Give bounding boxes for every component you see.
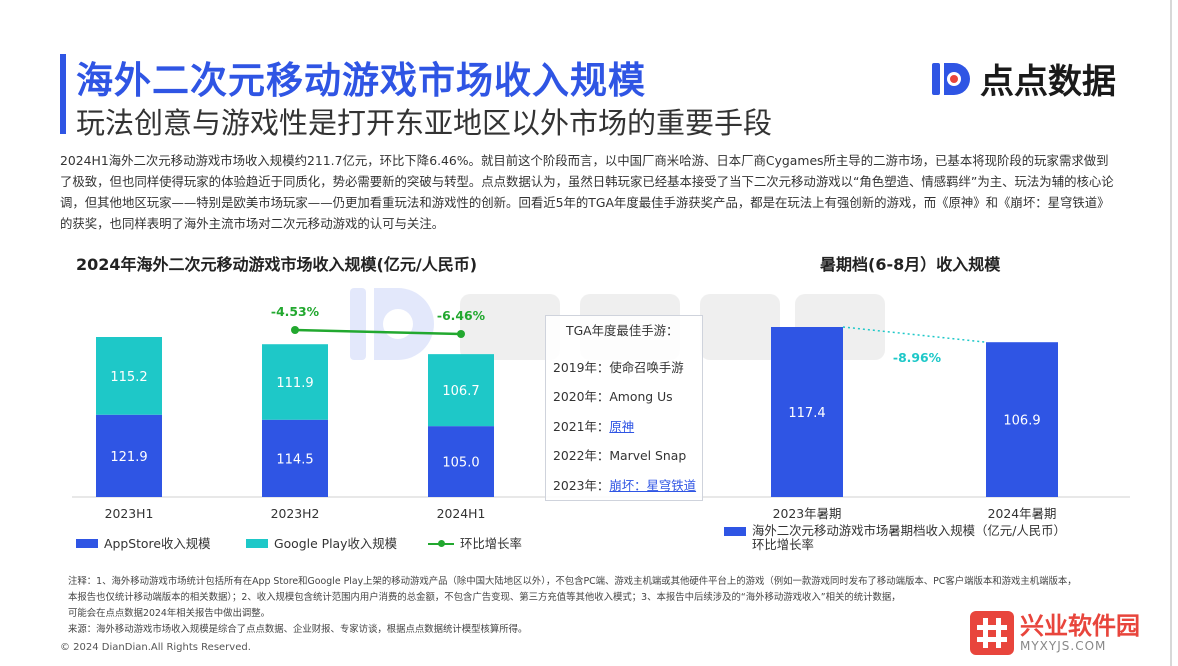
legend-label: 环比增长率 <box>752 537 814 552</box>
bar-appstore <box>96 414 162 497</box>
tga-game: Among Us <box>609 389 673 404</box>
tga-year: 2023年： <box>553 478 610 493</box>
hash-icon <box>970 611 1014 655</box>
legend-swatch <box>246 538 268 548</box>
note-line: 注释：1、海外移动游戏市场统计包括所有在App Store和Google Pla… <box>68 576 1077 587</box>
diandian-logo-icon <box>932 62 970 95</box>
copyright: © 2024 DianDian.All Rights Reserved. <box>60 642 251 653</box>
right-chart-title: 暑期档(6-8月）收入规模 <box>820 255 1001 274</box>
tga-game: Marvel Snap <box>609 448 687 463</box>
bar-value-label: 106.7 <box>442 384 479 399</box>
brand-url: MYXYJS.COM <box>1020 639 1107 653</box>
tga-year: 2022年： <box>553 448 610 463</box>
legend-label: 环比增长率 <box>460 536 522 551</box>
legend-growth: 环比增长率 <box>428 534 522 552</box>
x-tick-label: 2023H2 <box>271 506 320 521</box>
tga-game-link[interactable]: 原神 <box>609 419 635 434</box>
legend-swatch <box>76 538 98 548</box>
growth-label: -6.46% <box>437 308 486 323</box>
tga-item-2023: 2023年：崩坏：星穹铁道 <box>553 476 696 494</box>
tga-item-2022: 2022年：Marvel Snap <box>553 446 686 464</box>
legend-appstore: AppStore收入规模 <box>76 534 211 552</box>
note-line: 可能会在点点数据2024年相关报告中做出调整。 <box>68 608 270 619</box>
page-edge <box>1170 0 1172 666</box>
tga-year: 2020年： <box>553 389 610 404</box>
bar-value-label: 117.4 <box>788 406 825 421</box>
bar-value-label: 121.9 <box>110 450 147 465</box>
bar-value-label: 115.2 <box>110 370 147 385</box>
notes: 注释：1、海外移动游戏市场统计包括所有在App Store和Google Pla… <box>68 574 1118 638</box>
tga-item-2021: 2021年：原神 <box>553 417 634 435</box>
bar-appstore <box>262 419 328 497</box>
source-line: 来源：海外移动游戏市场收入规模是综合了点点数据、企业财报、专家访谈，根据点点数据… <box>68 624 528 635</box>
logo-text: 点点数据 <box>980 62 1116 102</box>
growth-label: -8.96% <box>893 350 942 365</box>
growth-point <box>457 330 465 338</box>
tga-year: 2021年： <box>553 419 610 434</box>
bar-value-label: 111.9 <box>276 376 313 391</box>
legend-label: AppStore收入规模 <box>104 536 211 551</box>
tga-game: 使命召唤手游 <box>609 360 684 375</box>
bar-googleplay <box>262 344 328 420</box>
bar-googleplay <box>96 337 162 415</box>
bar-value-label: 114.5 <box>276 452 313 467</box>
tga-item-2020: 2020年：Among Us <box>553 387 673 405</box>
tga-title: TGA年度最佳手游： <box>566 323 679 338</box>
legend-right: 海外二次元移动游戏市场暑期档收入规模（亿元/人民币） 环比增长率 <box>724 523 1072 552</box>
tga-year: 2019年： <box>553 360 610 375</box>
tga-box <box>545 315 703 501</box>
legend-swatch <box>724 527 746 536</box>
diandian-logo: 点点数据 <box>930 54 1116 103</box>
x-tick-label: 2024H1 <box>437 506 486 521</box>
growth-dotted-line <box>842 326 987 343</box>
tga-item-2019: 2019年：使命召唤手游 <box>553 358 684 376</box>
page-title: 海外二次元移动游戏市场收入规模 <box>76 59 646 102</box>
legend-label: Google Play收入规模 <box>274 536 398 551</box>
bar-summer-revenue <box>771 327 843 497</box>
x-tick-label: 2023年暑期 <box>773 506 842 521</box>
growth-line <box>294 328 462 336</box>
bar-appstore <box>428 426 494 497</box>
tga-game-link[interactable]: 崩坏：星穹铁道 <box>609 478 697 493</box>
bar-googleplay <box>428 354 494 427</box>
bar-value-label: 105.0 <box>442 456 479 471</box>
x-tick-label: 2023H1 <box>105 506 154 521</box>
x-tick-label: 2024年暑期 <box>988 506 1057 521</box>
page-subtitle: 玩法创意与游戏性是打开东亚地区以外市场的重要手段 <box>76 106 773 140</box>
left-chart-title: 2024年海外二次元移动游戏市场收入规模(亿元/人民币) <box>76 255 478 274</box>
growth-label: -4.53% <box>271 304 320 319</box>
legend-line-swatch <box>428 539 454 548</box>
growth-point <box>291 326 299 334</box>
note-line: 本报告也仅统计移动端版本的相关数据）；2、收入规模包含统计范围内用户消费的总金额… <box>68 592 901 603</box>
bar-summer-revenue <box>986 342 1058 497</box>
intro-paragraph: 2024H1海外二次元移动游戏市场收入规模约211.7亿元，环比下降6.46%。… <box>60 153 1114 231</box>
title-accent-bar <box>60 54 66 134</box>
legend-googleplay: Google Play收入规模 <box>246 534 397 552</box>
legend-label: 海外二次元移动游戏市场暑期档收入规模（亿元/人民币） <box>752 523 1066 538</box>
brand-name: 兴业软件园 <box>1020 612 1140 640</box>
bar-value-label: 106.9 <box>1003 414 1040 429</box>
brand-badge: 兴业软件园 MYXYJS.COM <box>970 606 1170 660</box>
